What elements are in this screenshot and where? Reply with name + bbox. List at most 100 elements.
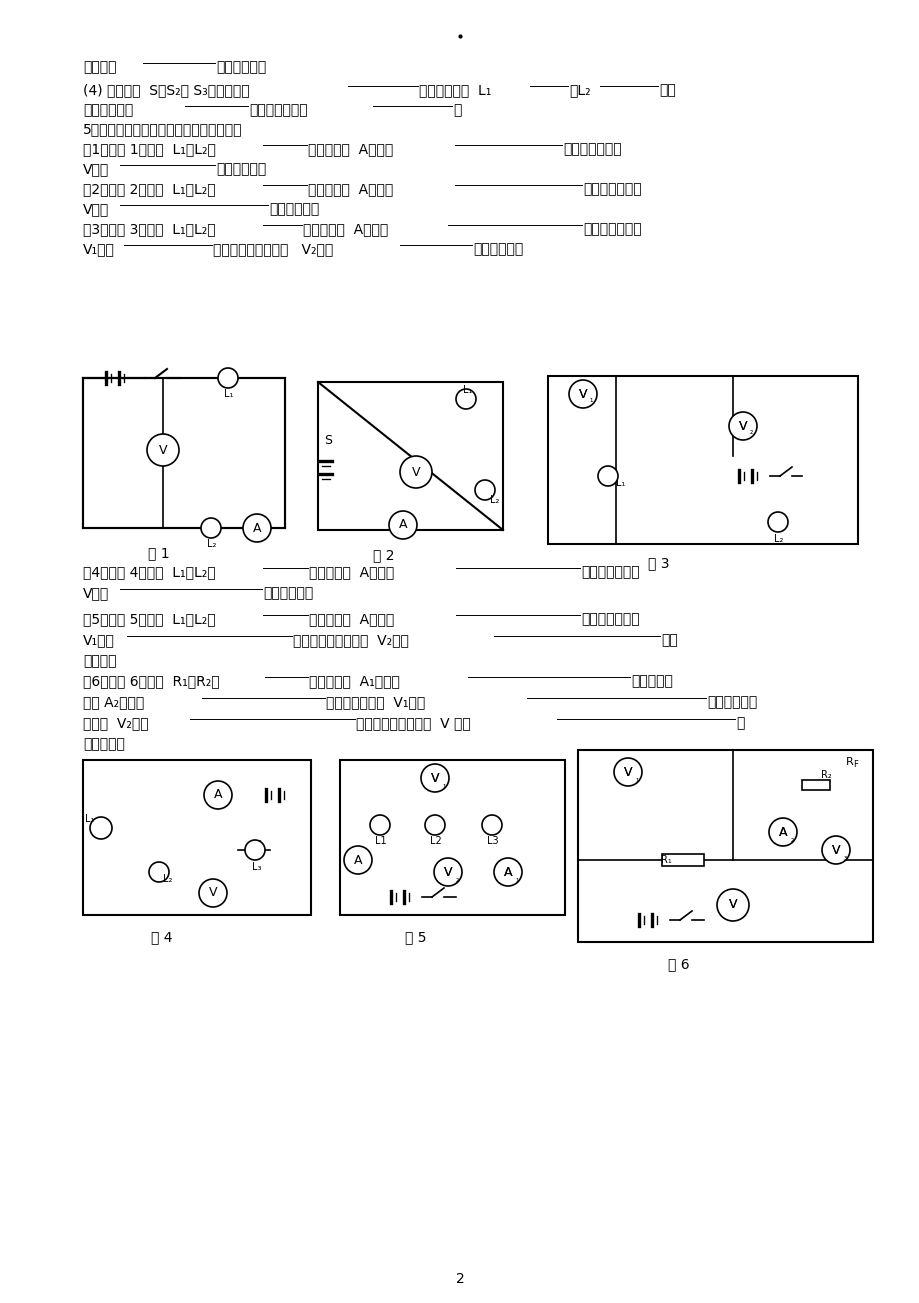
Text: A: A	[398, 519, 407, 532]
Text: 的电压。: 的电压。	[83, 654, 117, 668]
Text: ₃: ₃	[843, 852, 845, 861]
Text: 两端的电压。: 两端的电压。	[472, 242, 523, 255]
Text: ₁: ₁	[589, 396, 592, 404]
Text: 两: 两	[735, 717, 743, 730]
Text: ₂: ₂	[455, 874, 459, 883]
Text: R₁: R₁	[660, 855, 671, 865]
Circle shape	[494, 857, 521, 886]
Bar	[577, 751, 872, 942]
Circle shape	[821, 837, 849, 864]
Text: A: A	[777, 826, 787, 839]
Text: ₁: ₁	[515, 874, 518, 883]
Circle shape	[767, 512, 788, 532]
Text: （3）如图 3，电灯  L₁、L₂是: （3）如图 3，电灯 L₁、L₂是	[83, 222, 215, 236]
Circle shape	[344, 846, 371, 874]
Circle shape	[456, 390, 475, 409]
Text: 两端的电压，电压表  V 测量: 两端的电压，电压表 V 测量	[356, 717, 471, 730]
Text: V: V	[738, 420, 746, 433]
Text: V: V	[578, 387, 586, 400]
Circle shape	[716, 889, 748, 921]
Circle shape	[568, 380, 596, 408]
Text: 电压表  V₂测量: 电压表 V₂测量	[83, 717, 149, 730]
Text: 图 2: 图 2	[372, 549, 394, 562]
Text: 两端的电压。电压表  V₂测量: 两端的电压。电压表 V₂测量	[292, 633, 408, 648]
Circle shape	[613, 758, 641, 786]
Text: L₂: L₂	[490, 495, 499, 506]
Text: V: V	[728, 899, 736, 912]
Text: 图 6: 图 6	[667, 956, 689, 971]
Circle shape	[244, 840, 265, 860]
Text: 的电流。电压表: 的电流。电压表	[581, 612, 639, 625]
Text: 联，电流表  A₁测通过: 联，电流表 A₁测通过	[309, 674, 400, 688]
Text: 的电流。电压表: 的电流。电压表	[583, 182, 641, 195]
Text: ₂: ₂	[749, 427, 752, 437]
Text: 压表测灯: 压表测灯	[83, 60, 117, 74]
Text: V测量: V测量	[83, 586, 109, 599]
Text: L3: L3	[486, 837, 498, 846]
Text: L₂: L₂	[163, 874, 172, 883]
Text: L₃: L₃	[252, 863, 261, 872]
Circle shape	[482, 814, 502, 835]
Text: 两端的电压，: 两端的电压，	[706, 694, 756, 709]
Text: V: V	[430, 771, 438, 784]
Text: 2: 2	[455, 1272, 464, 1286]
Text: L₁: L₁	[223, 390, 233, 399]
Text: 图 5: 图 5	[404, 930, 426, 943]
Text: L₁: L₁	[85, 814, 95, 823]
Text: A: A	[213, 788, 222, 801]
Bar	[318, 382, 503, 530]
Text: A: A	[253, 521, 261, 534]
Text: ₂: ₂	[789, 834, 793, 843]
Circle shape	[369, 814, 390, 835]
Text: V: V	[831, 843, 839, 856]
Text: F: F	[853, 760, 857, 769]
Text: V: V	[209, 886, 217, 899]
Circle shape	[768, 818, 796, 846]
Circle shape	[597, 466, 618, 486]
Text: 的电流。电压表  V₁测量: 的电流。电压表 V₁测量	[325, 694, 425, 709]
Text: 流表 A₂测通过: 流表 A₂测通过	[83, 694, 144, 709]
Text: V: V	[443, 865, 452, 878]
Text: 联，电流表  A测通过: 联，电流表 A测通过	[302, 222, 388, 236]
Text: 。: 。	[452, 103, 460, 117]
Text: V₁测量: V₁测量	[83, 633, 115, 648]
Text: 的电流，电: 的电流，电	[630, 674, 672, 688]
Circle shape	[728, 412, 756, 440]
Text: 图 4: 图 4	[151, 930, 173, 943]
Text: V: V	[159, 443, 167, 456]
Text: 两端的电压。: 两端的电压。	[263, 586, 312, 599]
Circle shape	[243, 513, 271, 542]
Text: 两端的电压，电压表   V₂测量: 两端的电压，电压表 V₂测量	[213, 242, 333, 255]
Text: 联，电流表  A测通过: 联，电流表 A测通过	[309, 612, 394, 625]
Text: （5）如图 5，电灯  L₁、L₂是: （5）如图 5，电灯 L₁、L₂是	[83, 612, 215, 625]
Text: ，发光情况是  L₁: ，发光情况是 L₁	[418, 83, 491, 96]
Text: A: A	[504, 865, 512, 878]
Text: V: V	[430, 771, 438, 784]
Text: （2）如图 2，电灯  L₁、L₂是: （2）如图 2，电灯 L₁、L₂是	[83, 182, 215, 195]
Text: （6）如图 6，电阻  R₁、R₂是: （6）如图 6，电阻 R₁、R₂是	[83, 674, 220, 688]
Text: 图 1: 图 1	[148, 546, 169, 560]
Text: S: S	[323, 434, 332, 447]
Text: 5、判断下列各图中电压表所测量的对象。: 5、判断下列各图中电压表所测量的对象。	[83, 122, 243, 136]
Circle shape	[199, 880, 227, 907]
Text: R: R	[845, 757, 853, 767]
Text: V: V	[578, 387, 586, 400]
Text: ，L₂: ，L₂	[568, 83, 590, 96]
Text: 图 3: 图 3	[647, 556, 669, 569]
Text: L₁: L₁	[462, 384, 471, 395]
Text: （4）如图 4，电灯  L₁、L₂是: （4）如图 4，电灯 L₁、L₂是	[83, 566, 215, 579]
Text: 电压表的示数是: 电压表的示数是	[249, 103, 307, 117]
Text: 两端: 两端	[660, 633, 677, 648]
Text: V测量: V测量	[83, 202, 109, 216]
Text: 两端的电压。: 两端的电压。	[216, 60, 266, 74]
Circle shape	[149, 863, 169, 882]
Bar	[83, 760, 311, 915]
Circle shape	[421, 764, 448, 792]
Bar	[662, 853, 703, 866]
Text: A: A	[504, 865, 512, 878]
Text: (4) 闭合开关  S、S₂和 S₃，则电路是: (4) 闭合开关 S、S₂和 S₃，则电路是	[83, 83, 249, 96]
Text: V: V	[443, 865, 452, 878]
Bar	[548, 377, 857, 543]
Circle shape	[400, 456, 432, 489]
Text: A: A	[354, 853, 362, 866]
